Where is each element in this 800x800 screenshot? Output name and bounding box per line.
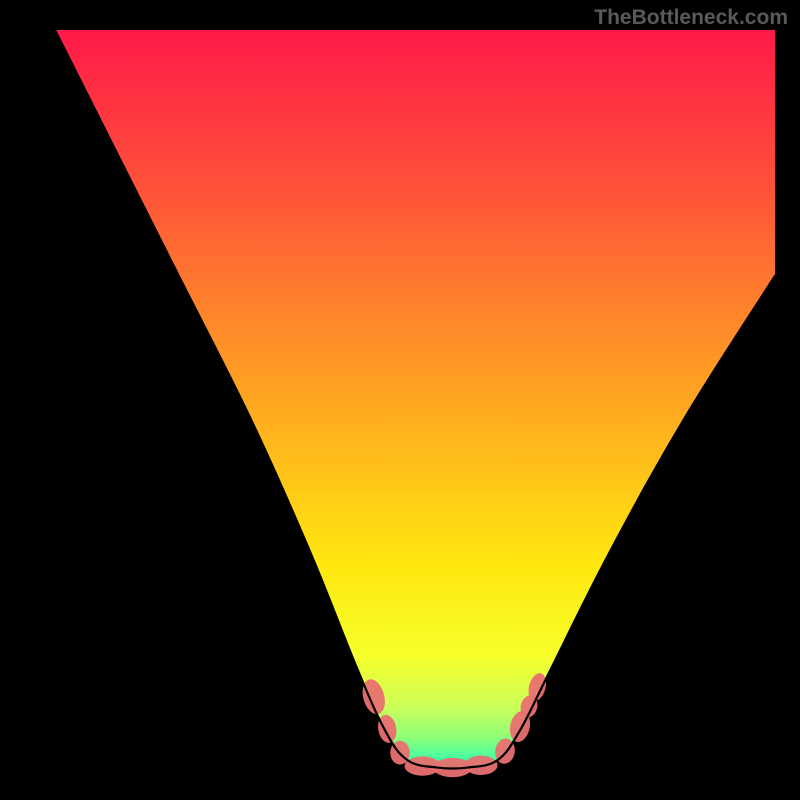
watermark-text: TheBottleneck.com [594,6,788,30]
chart-frame: TheBottleneck.com [0,0,800,800]
bottleneck-chart [0,0,800,800]
